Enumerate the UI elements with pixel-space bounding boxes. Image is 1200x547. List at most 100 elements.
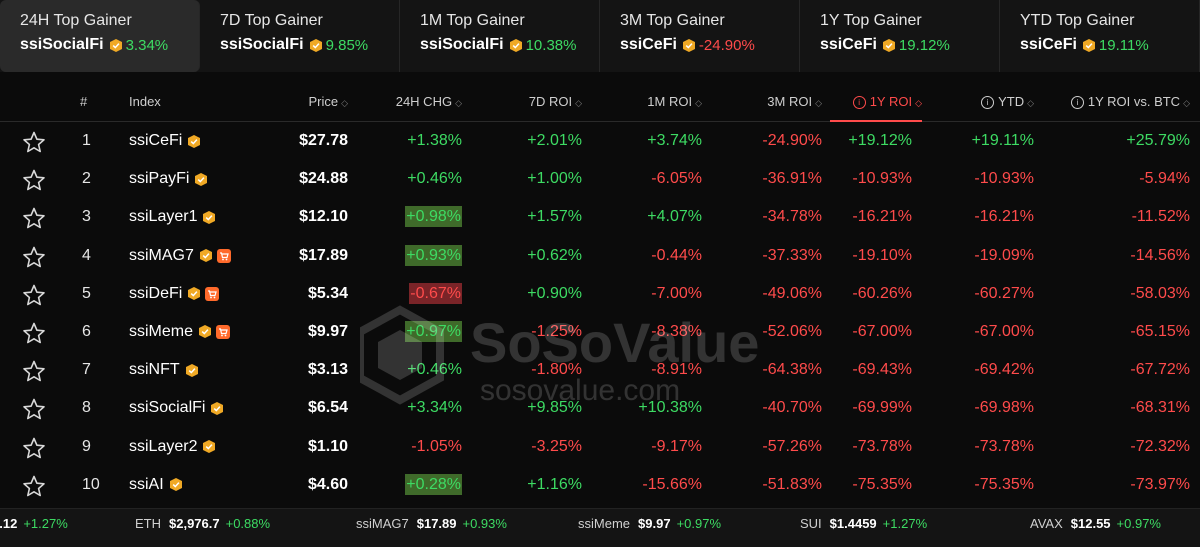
col-1y-label: 1Y ROI — [869, 94, 913, 109]
favorite-star-icon[interactable] — [22, 207, 46, 229]
ticker-change: +1.27% — [23, 516, 68, 531]
col-3m-header[interactable]: 3M ROI ◇ — [767, 83, 822, 121]
row-index-name[interactable]: ssiPayFi — [129, 160, 208, 198]
row-price: $4.60 — [307, 475, 348, 493]
row-ytd: -16.21% — [974, 198, 1034, 236]
ticker-item[interactable]: SUI $1.4459 +1.27% — [800, 509, 927, 539]
top-gainer-name: ssiCeFi — [820, 36, 877, 53]
favorite-star-icon[interactable] — [22, 398, 46, 420]
top-gainer-card[interactable]: YTD Top Gainer ssiCeFi 19.11% — [1000, 0, 1200, 72]
index-name-text: ssiLayer1 — [129, 208, 198, 226]
row-ytd: -69.42% — [974, 351, 1034, 389]
table-row[interactable]: 2 ssiPayFi $24.88 +0.46% +1.00% -6.05% -36.91%… — [0, 160, 1200, 198]
row-index-name[interactable]: ssiAI — [129, 466, 182, 504]
ticker-item[interactable]: AVAX $12.55 +0.97% — [1030, 509, 1161, 539]
row-roi7d: -1.25% — [531, 313, 582, 351]
top-gainer-period: YTD Top Gainer — [1020, 12, 1135, 29]
info-icon: i — [1070, 96, 1084, 109]
table-row[interactable]: 4 ssiMAG7 $17.89 +0.93% +0.62% -0.44% -37.33% -… — [0, 237, 1200, 275]
cart-icon[interactable] — [216, 248, 231, 263]
row-chg24h: -0.67% — [409, 275, 462, 313]
table-row[interactable]: 7 ssiNFT $3.13 +0.46% -1.80% -8.91% -64.38% -69… — [0, 351, 1200, 389]
top-gainer-card[interactable]: 1Y Top Gainer ssiCeFi 19.12% — [800, 0, 1000, 72]
col-1m-header[interactable]: 1M ROI ◇ — [647, 83, 702, 121]
ticker-item[interactable]: ETH $2,976.7 +0.88% — [135, 509, 270, 539]
row-roi3m: -52.06% — [762, 313, 822, 351]
top-gainer-period: 1M Top Gainer — [420, 12, 525, 29]
table-row[interactable]: 9 ssiLayer2 $1.10 -1.05% -3.25% -9.17% -57.26%… — [0, 428, 1200, 466]
row-roi1y-value: -75.35% — [852, 475, 912, 493]
col-vs-btc-header[interactable]: i 1Y ROI vs. BTC ◇ — [1070, 83, 1190, 121]
table-row[interactable]: 1 ssiCeFi $27.78 +1.38% +2.01% +3.74% -24.90% +… — [0, 122, 1200, 160]
row-index-name[interactable]: ssiLayer2 — [129, 428, 216, 466]
index-name-text: ssiMAG7 — [129, 246, 194, 264]
row-chg24h-value: +0.28% — [405, 473, 462, 495]
row-index-name[interactable]: ssiCeFi — [129, 122, 201, 160]
row-vs_btc-value: -67.72% — [1130, 361, 1190, 379]
row-roi1m: -7.00% — [651, 275, 702, 313]
verified-badge-icon — [185, 363, 198, 377]
favorite-star-icon[interactable] — [22, 322, 46, 344]
favorite-star-icon[interactable] — [22, 475, 46, 497]
row-roi7d-value: -1.80% — [531, 361, 582, 379]
row-roi1m: -8.91% — [651, 351, 702, 389]
col-1y-header[interactable]: i 1Y ROI ◇ — [830, 83, 922, 122]
top-gainer-card[interactable]: 3M Top Gainer ssiCeFi -24.90% — [600, 0, 800, 72]
col-7d-header[interactable]: 7D ROI ◇ — [529, 83, 582, 121]
row-roi1m: -9.17% — [651, 428, 702, 466]
ticker-symbol: AVAX — [1030, 516, 1063, 531]
row-roi1m-value: +10.38% — [638, 399, 702, 417]
row-ytd: -19.09% — [974, 237, 1034, 275]
favorite-star-icon[interactable] — [22, 360, 46, 382]
table-row[interactable]: 5 ssiDeFi $5.34 -0.67% +0.90% -7.00% -49.06% -6… — [0, 275, 1200, 313]
row-index-name[interactable]: ssiLayer1 — [129, 198, 216, 236]
table-row[interactable]: 8 ssiSocialFi $6.54 +3.34% +9.85% +10.38% -40.… — [0, 389, 1200, 427]
verified-badge-icon — [195, 172, 208, 186]
row-vs_btc-value: -11.52% — [1131, 208, 1190, 226]
row-roi1y: -69.99% — [852, 389, 912, 427]
row-roi1y: -16.21% — [852, 198, 912, 236]
row-ytd: -73.78% — [974, 428, 1034, 466]
row-vs_btc-value: -72.32% — [1130, 437, 1190, 455]
row-index-name[interactable]: ssiNFT — [129, 351, 198, 389]
row-index-name[interactable]: ssiMeme — [129, 313, 231, 351]
verified-badge-icon — [188, 134, 201, 148]
table-row[interactable]: 10 ssiAI $4.60 +0.28% +1.16% -15.66% -51.83% -7… — [0, 466, 1200, 504]
row-roi7d-value: +2.01% — [527, 132, 582, 149]
ticker-change: +0.88% — [225, 516, 271, 531]
ticker-item[interactable]: ssiMAG7 $17.89 +0.93% — [356, 509, 507, 539]
ticker-item[interactable]: ssiMeme $9.97 +0.97% — [578, 509, 721, 539]
row-chg24h-value: +0.97% — [405, 320, 462, 342]
row-ytd-value: -69.42% — [974, 361, 1034, 379]
table-row[interactable]: 6 ssiMeme $9.97 +0.97% -1.25% -8.38% -52.06% -6… — [0, 313, 1200, 351]
row-roi7d-value: -1.25% — [531, 322, 582, 340]
col-price-header[interactable]: Price ◇ — [308, 83, 348, 121]
top-gainer-card[interactable]: 24H Top Gainer ssiSocialFi 3.34% — [0, 0, 200, 72]
favorite-star-icon[interactable] — [22, 437, 46, 459]
favorite-star-icon[interactable] — [22, 131, 46, 153]
row-roi1m-value: -0.44% — [651, 246, 702, 264]
row-roi1m: +4.07% — [647, 198, 702, 236]
row-index-name[interactable]: ssiMAG7 — [129, 237, 231, 275]
row-roi1m-value: -8.91% — [651, 361, 702, 379]
row-roi1m-value: -7.00% — [651, 284, 702, 302]
col-ytd-header[interactable]: i YTD ◇ — [981, 83, 1034, 121]
top-gainer-card[interactable]: 7D Top Gainer ssiSocialFi 9.85% — [200, 0, 400, 72]
favorite-star-icon[interactable] — [22, 284, 46, 306]
row-index-name[interactable]: ssiDeFi — [129, 275, 220, 313]
col-24h-header[interactable]: 24H CHG ◇ — [396, 83, 462, 121]
row-ytd: -10.93% — [974, 160, 1034, 198]
row-price: $5.34 — [307, 284, 348, 302]
table-row[interactable]: 3 ssiLayer1 $12.10 +0.98% +1.57% +4.07% -34.78… — [0, 198, 1200, 236]
favorite-star-icon[interactable] — [22, 246, 46, 268]
cart-icon[interactable] — [216, 324, 231, 339]
top-gainer-period: 3M Top Gainer — [620, 12, 725, 29]
index-name-text: ssiNFT — [129, 361, 180, 379]
row-roi7d-value: +0.90% — [527, 284, 582, 302]
row-vs_btc: +25.79% — [1126, 122, 1190, 160]
favorite-star-icon[interactable] — [22, 169, 46, 191]
top-gainer-card[interactable]: 1M Top Gainer ssiSocialFi 10.38% — [400, 0, 600, 72]
ticker-item[interactable]: 3.12 +1.27% — [0, 509, 68, 539]
row-index-name[interactable]: ssiSocialFi — [129, 389, 224, 427]
cart-icon[interactable] — [205, 286, 220, 301]
